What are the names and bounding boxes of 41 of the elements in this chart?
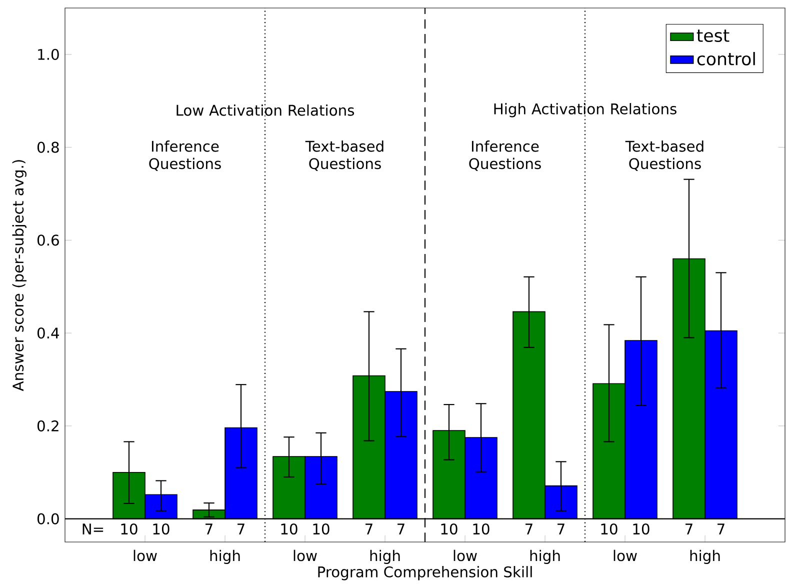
- annotation: 7: [558, 524, 564, 534]
- x-tick-label: low: [454, 550, 477, 562]
- annotation: N=: [82, 524, 104, 534]
- y-tick-label: 0.4: [37, 328, 60, 339]
- annotation: Inference Questions: [149, 140, 221, 171]
- annotation: 10: [441, 523, 458, 535]
- annotation: 10: [313, 523, 330, 535]
- x-tick-label: high: [210, 550, 240, 564]
- annotation: 10: [153, 523, 170, 535]
- annotation: High Activation Relations: [494, 103, 676, 118]
- annotation: 10: [601, 523, 618, 535]
- annotation: Text-based Questions: [305, 140, 384, 171]
- annotation: 10: [281, 523, 298, 535]
- y-tick-label: 0.6: [37, 234, 59, 246]
- x-tick-label: high: [370, 550, 400, 564]
- annotation: 7: [718, 524, 724, 534]
- legend-label: test: [696, 30, 730, 42]
- annotation: Low Activation Relations: [176, 104, 354, 116]
- annotation: 7: [206, 524, 212, 534]
- annotation: 7: [238, 524, 244, 534]
- annotation: Text-based Questions: [625, 140, 704, 171]
- x-axis-title: Program Comprehension Skill: [318, 566, 532, 580]
- y-tick-label: 1.0: [38, 48, 59, 60]
- annotation: 7: [526, 524, 532, 534]
- annotation: 7: [686, 524, 692, 534]
- annotation: 10: [121, 523, 138, 535]
- y-tick-label: 0.8: [37, 142, 59, 153]
- annotation: Inference Questions: [469, 140, 541, 171]
- y-tick-label: 0.0: [37, 513, 59, 524]
- x-tick-label: low: [294, 550, 317, 562]
- y-tick-label: 0.2: [37, 420, 58, 432]
- annotation: 7: [366, 524, 372, 534]
- x-tick-label: low: [134, 550, 157, 562]
- annotation: 7: [398, 524, 404, 534]
- x-tick-label: high: [690, 550, 720, 564]
- x-tick-label: low: [614, 550, 637, 562]
- annotation: 10: [473, 523, 490, 535]
- legend-label: control: [697, 52, 755, 66]
- x-tick-label: high: [530, 550, 560, 564]
- y-axis-title: Answer score (per-subject avg.): [12, 160, 26, 392]
- annotation: 10: [633, 523, 650, 535]
